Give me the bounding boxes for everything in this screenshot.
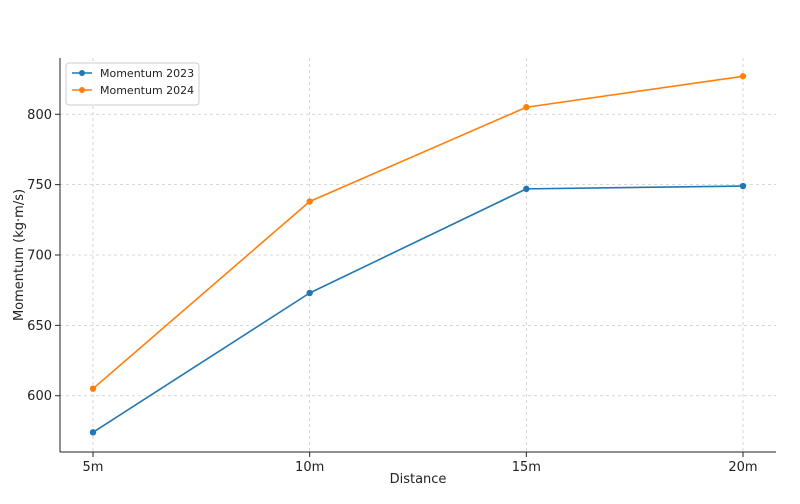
legend: Momentum 2023 Momentum 2024 — [65, 62, 200, 106]
x-tick-label: 10m — [295, 460, 324, 475]
y-tick-label: 650 — [27, 319, 52, 334]
data-point — [89, 385, 97, 392]
series-1 — [89, 182, 747, 436]
data-point — [523, 185, 530, 193]
x-tick-label: 15m — [512, 460, 541, 475]
data-point — [739, 73, 747, 80]
y-tick-label: 600 — [27, 389, 52, 404]
y-tick-label: 800 — [27, 108, 52, 123]
series-line — [92, 75, 744, 390]
x-axis-title: Distance — [390, 472, 447, 487]
x-tick-label: 5m — [83, 460, 104, 475]
y-axis-title: Momentum (kg·m/s) — [12, 189, 27, 321]
ticks: 600 650 700 750 800 5m 10m 15m 20m — [27, 108, 757, 475]
data-point — [306, 289, 313, 297]
series-2 — [89, 73, 747, 392]
legend-item: Momentum 2023 — [72, 67, 194, 80]
series-line — [92, 185, 744, 433]
legend-label: Momentum 2024 — [100, 84, 194, 97]
legend-label: Momentum 2023 — [100, 67, 194, 80]
legend-marker — [79, 70, 85, 76]
legend-marker — [79, 87, 85, 93]
y-tick-label: 750 — [27, 178, 52, 193]
grid — [60, 58, 776, 452]
legend-box — [65, 62, 200, 106]
data-point — [306, 198, 313, 205]
series — [89, 73, 747, 436]
legend-item: Momentum 2024 — [72, 84, 194, 97]
data-point — [739, 182, 747, 190]
y-tick-label: 700 — [27, 249, 52, 264]
data-point — [89, 429, 97, 436]
data-point — [523, 104, 530, 111]
x-tick-label: 20m — [728, 460, 757, 475]
